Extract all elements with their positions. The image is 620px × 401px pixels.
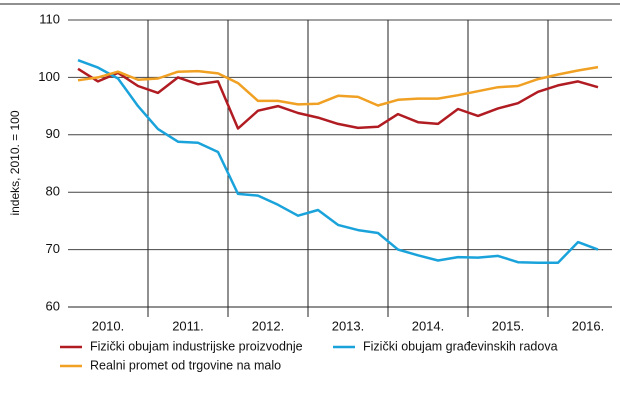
y-tick-label: 90 (46, 126, 60, 141)
legend-label: Fizički obujam građevinskih radova (363, 339, 558, 353)
x-tick-label: 2012. (252, 318, 285, 333)
x-tick-label: 2016. (572, 318, 605, 333)
series-line (77, 65, 599, 107)
legend-label: Realni promet od trgovine na malo (90, 358, 281, 372)
y-tick-label: 100 (38, 69, 60, 84)
y-tick-label: 70 (46, 241, 60, 256)
y-axis-label: indeks, 2010. = 100 (8, 110, 22, 215)
x-tick-label: 2013. (332, 318, 365, 333)
y-tick-label: 110 (39, 11, 60, 26)
series-line (77, 67, 599, 130)
x-tick-label: 2010. (92, 318, 125, 333)
legend-label: Fizički obujam industrijske proizvodnje (90, 339, 303, 353)
y-tick-label: 60 (46, 298, 60, 313)
x-tick-label: 2011. (172, 318, 204, 333)
y-tick-label: 80 (46, 184, 60, 199)
x-tick-label: 2014. (412, 318, 445, 333)
x-tick-label: 2015. (492, 318, 525, 333)
series-line (77, 59, 599, 265)
